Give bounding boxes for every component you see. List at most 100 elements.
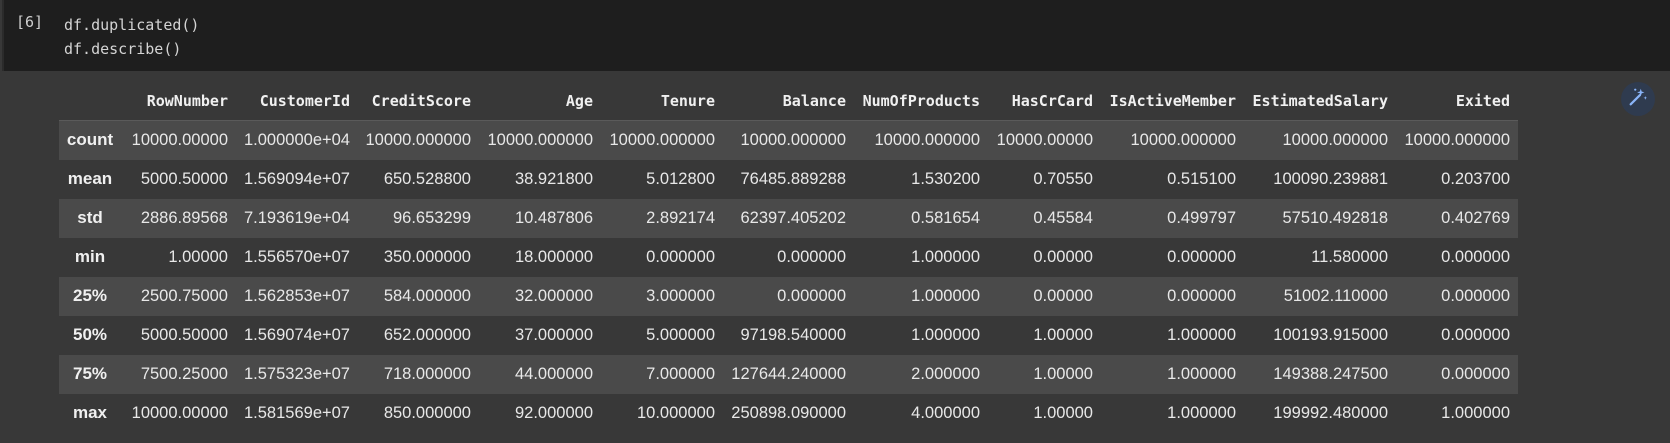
- table-cell: 76485.889288: [740, 169, 846, 188]
- table-cell: 10000.000000: [365, 130, 471, 149]
- table-cell: 5.000000: [646, 325, 715, 344]
- table-cell: 2.892174: [646, 208, 715, 227]
- column-header: CustomerId: [236, 82, 358, 121]
- column-header: RowNumber: [121, 82, 236, 121]
- table-cell: 10000.000000: [874, 130, 980, 149]
- table-cell: 32.000000: [515, 286, 593, 305]
- table-cell: 1.569094e+07: [244, 169, 350, 188]
- column-header: Balance: [723, 82, 854, 121]
- table-row: 25% 2500.75000 1.562853e+07 584.000000 32.00…: [59, 276, 1518, 316]
- code-cell[interactable]: [6] df.duplicated() df.describe(): [2, 0, 1670, 71]
- table-cell: 1.000000: [911, 286, 980, 305]
- row-label: 25%: [72, 286, 108, 305]
- table-cell: 10000.00000: [131, 403, 228, 422]
- cell-output: RowNumber CustomerId CreditScore Age Tenure B…: [59, 82, 1518, 433]
- table-cell: 584.000000: [383, 286, 471, 305]
- table-cell: 2500.75000: [140, 286, 228, 305]
- table-cell: 1.556570e+07: [244, 247, 350, 266]
- row-label: 75%: [72, 364, 108, 383]
- table-cell: 0.00000: [1033, 247, 1093, 266]
- table-cell: 10000.000000: [1404, 130, 1510, 149]
- column-header: Age: [479, 82, 601, 121]
- table-cell: 37.000000: [515, 325, 593, 344]
- table-cell: 1.000000: [911, 247, 980, 266]
- table-row: std 2886.89568 7.193619e+04 96.653299 10.487…: [59, 198, 1518, 238]
- table-cell: 0.000000: [1441, 364, 1510, 383]
- table-cell: 96.653299: [393, 208, 471, 227]
- table-cell: 97198.540000: [740, 325, 846, 344]
- table-cell: 1.000000e+04: [244, 130, 350, 149]
- table-row: max 10000.00000 1.581569e+07 850.000000 92.0…: [59, 393, 1518, 433]
- table-cell: 10000.00000: [996, 130, 1093, 149]
- table-cell: 62397.405202: [740, 208, 846, 227]
- table-body: count 10000.00000 1.000000e+04 10000.000000…: [59, 120, 1518, 433]
- table-cell: 0.000000: [1167, 286, 1236, 305]
- table-cell: 127644.240000: [731, 364, 846, 383]
- code-editor[interactable]: df.duplicated() df.describe(): [64, 13, 199, 61]
- table-cell: 1.530200: [911, 169, 980, 188]
- table-cell: 1.00000: [1033, 403, 1093, 422]
- table-cell: 7.193619e+04: [244, 208, 350, 227]
- table-cell: 0.203700: [1441, 169, 1510, 188]
- table-cell: 5.012800: [646, 169, 715, 188]
- column-header: HasCrCard: [988, 82, 1101, 121]
- table-cell: 92.000000: [515, 403, 593, 422]
- table-cell: 149388.247500: [1273, 364, 1388, 383]
- table-cell: 1.000000: [1167, 403, 1236, 422]
- column-header: CreditScore: [358, 82, 479, 121]
- column-header: NumOfProducts: [854, 82, 988, 121]
- table-cell: 1.00000: [1033, 364, 1093, 383]
- code-line[interactable]: df.describe(): [64, 40, 182, 58]
- table-cell: 1.575323e+07: [244, 364, 350, 383]
- table-cell: 850.000000: [383, 403, 471, 422]
- table-cell: 10000.000000: [1282, 130, 1388, 149]
- table-cell: 1.000000: [911, 325, 980, 344]
- table-cell: 5000.50000: [140, 325, 228, 344]
- execution-count: [6]: [16, 13, 44, 31]
- column-header: Tenure: [601, 82, 723, 121]
- table-cell: 1.562853e+07: [244, 286, 350, 305]
- describe-table: RowNumber CustomerId CreditScore Age Tenure B…: [59, 82, 1518, 433]
- table-cell: 3.000000: [646, 286, 715, 305]
- table-cell: 10000.000000: [740, 130, 846, 149]
- row-label: std: [77, 208, 103, 227]
- table-cell: 1.000000: [1441, 403, 1510, 422]
- table-cell: 0.499797: [1167, 208, 1236, 227]
- table-cell: 18.000000: [515, 247, 593, 266]
- column-header: EstimatedSalary: [1244, 82, 1396, 121]
- row-label: mean: [67, 169, 113, 188]
- table-cell: 0.00000: [1033, 286, 1093, 305]
- table-cell: 10000.000000: [1130, 130, 1236, 149]
- row-label: count: [66, 130, 114, 150]
- table-cell: 100193.915000: [1273, 325, 1388, 344]
- table-cell: 199992.480000: [1273, 403, 1388, 422]
- table-cell: 0.000000: [1441, 286, 1510, 305]
- index-header: [59, 82, 121, 121]
- table-cell: 10000.00000: [131, 130, 228, 149]
- generate-code-button[interactable]: [1621, 82, 1655, 116]
- header-row: RowNumber CustomerId CreditScore Age Tenure B…: [59, 82, 1518, 121]
- table-cell: 250898.090000: [731, 403, 846, 422]
- table-row: 50% 5000.50000 1.569074e+07 652.000000 37.00…: [59, 315, 1518, 355]
- table-cell: 0.000000: [1167, 247, 1236, 266]
- row-label: max: [72, 403, 108, 422]
- table-cell: 0.000000: [646, 247, 715, 266]
- table-cell: 7500.25000: [140, 364, 228, 383]
- table-cell: 57510.492818: [1282, 208, 1388, 227]
- table-cell: 4.000000: [911, 403, 980, 422]
- row-label: min: [74, 247, 106, 266]
- table-cell: 0.402769: [1441, 208, 1510, 227]
- table-row: mean 5000.50000 1.569094e+07 650.528800 38.9…: [59, 159, 1518, 199]
- table-cell: 38.921800: [515, 169, 593, 188]
- code-line[interactable]: df.duplicated(): [64, 16, 200, 34]
- table-cell: 2886.89568: [140, 208, 228, 227]
- column-header: IsActiveMember: [1101, 82, 1244, 121]
- table-cell: 0.000000: [777, 247, 846, 266]
- table-cell: 10.487806: [515, 208, 593, 227]
- table-cell: 718.000000: [383, 364, 471, 383]
- table-cell: 1.000000: [1167, 364, 1236, 383]
- table-cell: 51002.110000: [1283, 286, 1388, 305]
- table-cell: 1.000000: [1167, 325, 1236, 344]
- table-cell: 11.580000: [1311, 247, 1388, 266]
- table-cell: 0.45584: [1033, 208, 1093, 227]
